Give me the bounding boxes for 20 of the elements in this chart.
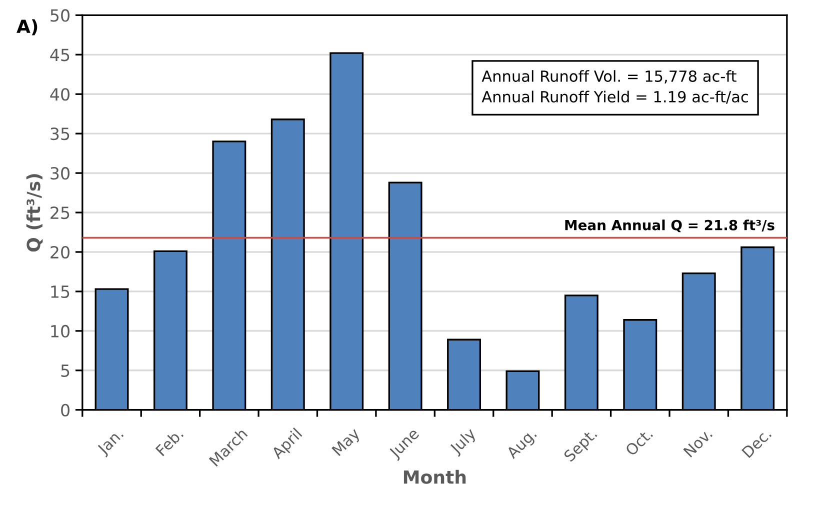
ref-line-label: Mean Annual Q = 21.8 ft³/s	[565, 220, 774, 232]
x-axis-title: Month	[404, 470, 466, 484]
annotation: Annual Runoff Vol. = 15,778 ac-ft Annual Runoff Yield = 1.19 ac-ft/ac	[482, 70, 748, 104]
y-tick-label: 50	[50, 9, 70, 22]
y-tick-label: 20	[50, 246, 70, 259]
x-tick-label: Dec.	[742, 428, 772, 458]
x-tick-label: Feb.	[155, 428, 184, 456]
y-tick-label: 45	[50, 48, 70, 62]
y-tick-label: 30	[50, 167, 70, 180]
y-tick-label: 10	[51, 324, 70, 338]
x-tick-label: Oct.	[624, 428, 654, 456]
text: A)	[16, 19, 38, 36]
y-tick-label: 25	[50, 206, 70, 220]
y-axis-title: Q (ft³/s)	[26, 174, 43, 252]
y-tick-label: 5	[61, 364, 70, 377]
x-tick-label: Jan.	[96, 428, 126, 458]
y-tick-label: 40	[50, 88, 70, 101]
y-tick-label: 0	[61, 404, 70, 416]
y-tick-label: 15	[51, 286, 70, 298]
y-tick-label: 35	[50, 128, 70, 140]
